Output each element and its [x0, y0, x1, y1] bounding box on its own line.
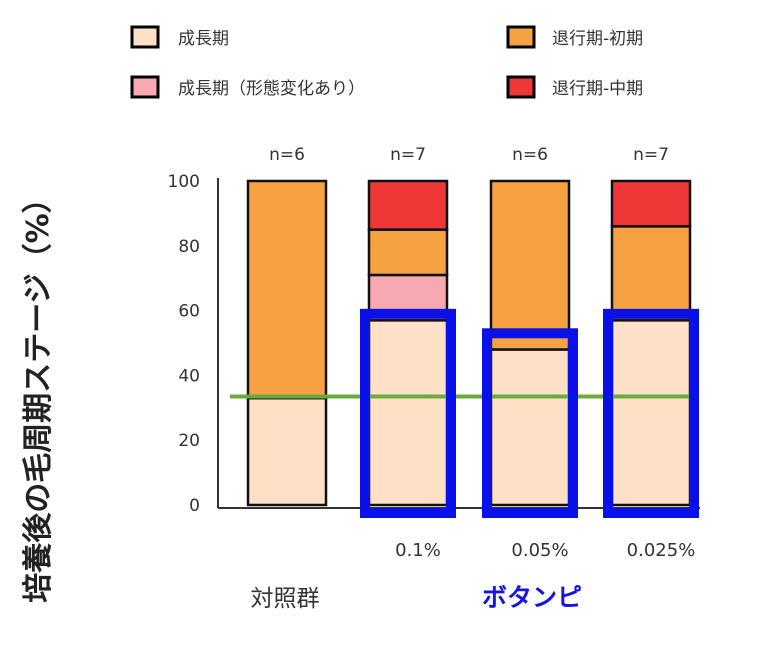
bar-segment — [610, 319, 692, 507]
y-ticks: 0 20 40 60 80 100 — [168, 172, 200, 516]
legend-swatch-anagen-morph — [130, 75, 160, 99]
group-label-control: 対照群 — [251, 586, 320, 612]
legend-label-catagen-early: 退行期-初期 — [552, 29, 643, 49]
legend-label-catagen-mid: 退行期-中期 — [552, 79, 643, 99]
bar-segment — [489, 348, 571, 507]
x-tick-label: 0.05% — [511, 540, 568, 561]
y-axis-title: 培養後の毛周期ステージ（%） — [21, 183, 56, 602]
bar-segment — [610, 179, 692, 228]
n-label: n=7 — [390, 145, 426, 165]
legend: 成長期 成長期（形態変化あり） 退行期-初期 退行期-中期 — [130, 25, 643, 99]
n-label: n=7 — [633, 145, 669, 165]
bar-segment — [367, 228, 449, 277]
n-label: n=6 — [269, 145, 305, 165]
bar-segment — [246, 179, 328, 400]
legend-label-anagen-morph: 成長期（形態変化あり） — [178, 79, 365, 99]
legend-swatch-catagen-mid — [506, 75, 536, 99]
legend-swatch-anagen — [130, 25, 160, 49]
highlight-boxes — [360, 308, 699, 518]
legend-label-anagen: 成長期 — [178, 29, 229, 49]
y-tick-label: 80 — [178, 237, 200, 257]
n-label: n=6 — [512, 145, 548, 165]
x-tick-label: 0.025% — [627, 540, 696, 561]
bar-segment — [367, 179, 449, 231]
n-labels: n=6 n=7 n=6 n=7 — [269, 145, 669, 165]
y-tick-label: 0 — [189, 496, 200, 516]
y-tick-label: 20 — [178, 431, 200, 451]
group-label-botanpi: ボタンピ — [482, 583, 582, 612]
bars — [246, 179, 692, 507]
bar-segment — [246, 396, 328, 507]
x-tick-labels: 0.1% 0.05% 0.025% — [395, 540, 695, 561]
legend-swatch-catagen-early — [506, 25, 536, 49]
bar-segment — [489, 179, 571, 351]
bar-segment — [367, 319, 449, 507]
y-tick-label: 40 — [178, 366, 200, 386]
highlight-box — [603, 308, 699, 518]
highlight-box — [360, 308, 456, 518]
y-tick-label: 60 — [178, 302, 200, 322]
highlight-box — [482, 328, 578, 518]
bar-segment — [610, 225, 692, 322]
x-tick-label: 0.1% — [395, 540, 441, 561]
y-tick-label: 100 — [168, 172, 200, 192]
